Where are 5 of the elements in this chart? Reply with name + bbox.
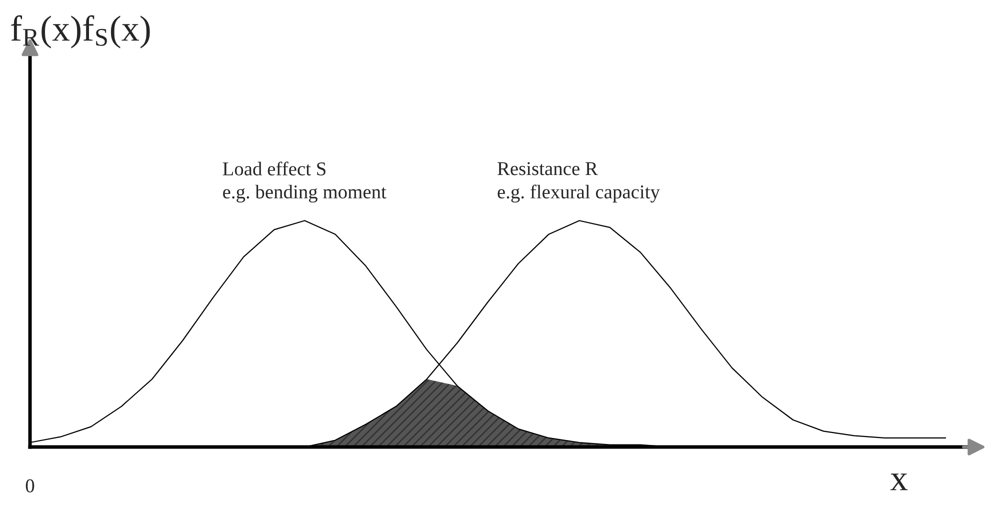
- text: Resistance R e.g. flexural capacity: [498, 162, 660, 203]
- y-axis-title: f$_{R}$(x)f$_{S}$(x): [11, 15, 150, 48]
- x-axis-title: x: [890, 474, 908, 490]
- text: 0: [26, 479, 34, 492]
- text: Load effect S e.g. bending moment: [222, 162, 386, 203]
